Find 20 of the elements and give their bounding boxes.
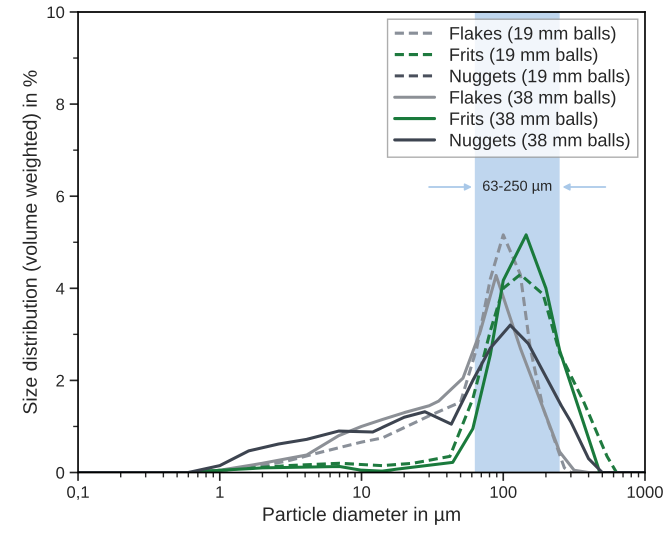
y-tick-label: 10 xyxy=(48,6,64,18)
legend-label: Frits (38 mm balls) xyxy=(450,112,598,129)
x-tick-label: 100 xyxy=(490,486,517,498)
legend-label: Nuggets (19 mm balls) xyxy=(450,69,630,86)
y-tick-label: 6 xyxy=(56,190,64,202)
y-tick-label: 8 xyxy=(56,98,64,110)
y-tick-label: 4 xyxy=(56,282,64,294)
y-axis-title: Size distribution (volume weighted) in % xyxy=(22,70,41,414)
x-tick-label: 1 xyxy=(216,486,224,498)
legend-label: Flakes (19 mm balls) xyxy=(450,26,616,44)
x-tick-label: 10 xyxy=(354,486,370,498)
y-tick-label: 0 xyxy=(56,466,64,479)
y-tick-label: 2 xyxy=(56,374,64,386)
x-axis-title: Particle diameter in µm xyxy=(264,506,460,525)
x-tick-label: 0,1 xyxy=(67,486,89,500)
legend-label: Flakes (38 mm balls) xyxy=(450,90,616,108)
x-tick-label: 1000 xyxy=(628,486,663,498)
legend-label: Frits (19 mm balls) xyxy=(450,48,598,65)
band-label: 63-250 µm xyxy=(482,180,552,194)
legend-label: Nuggets (38 mm balls) xyxy=(450,133,630,150)
